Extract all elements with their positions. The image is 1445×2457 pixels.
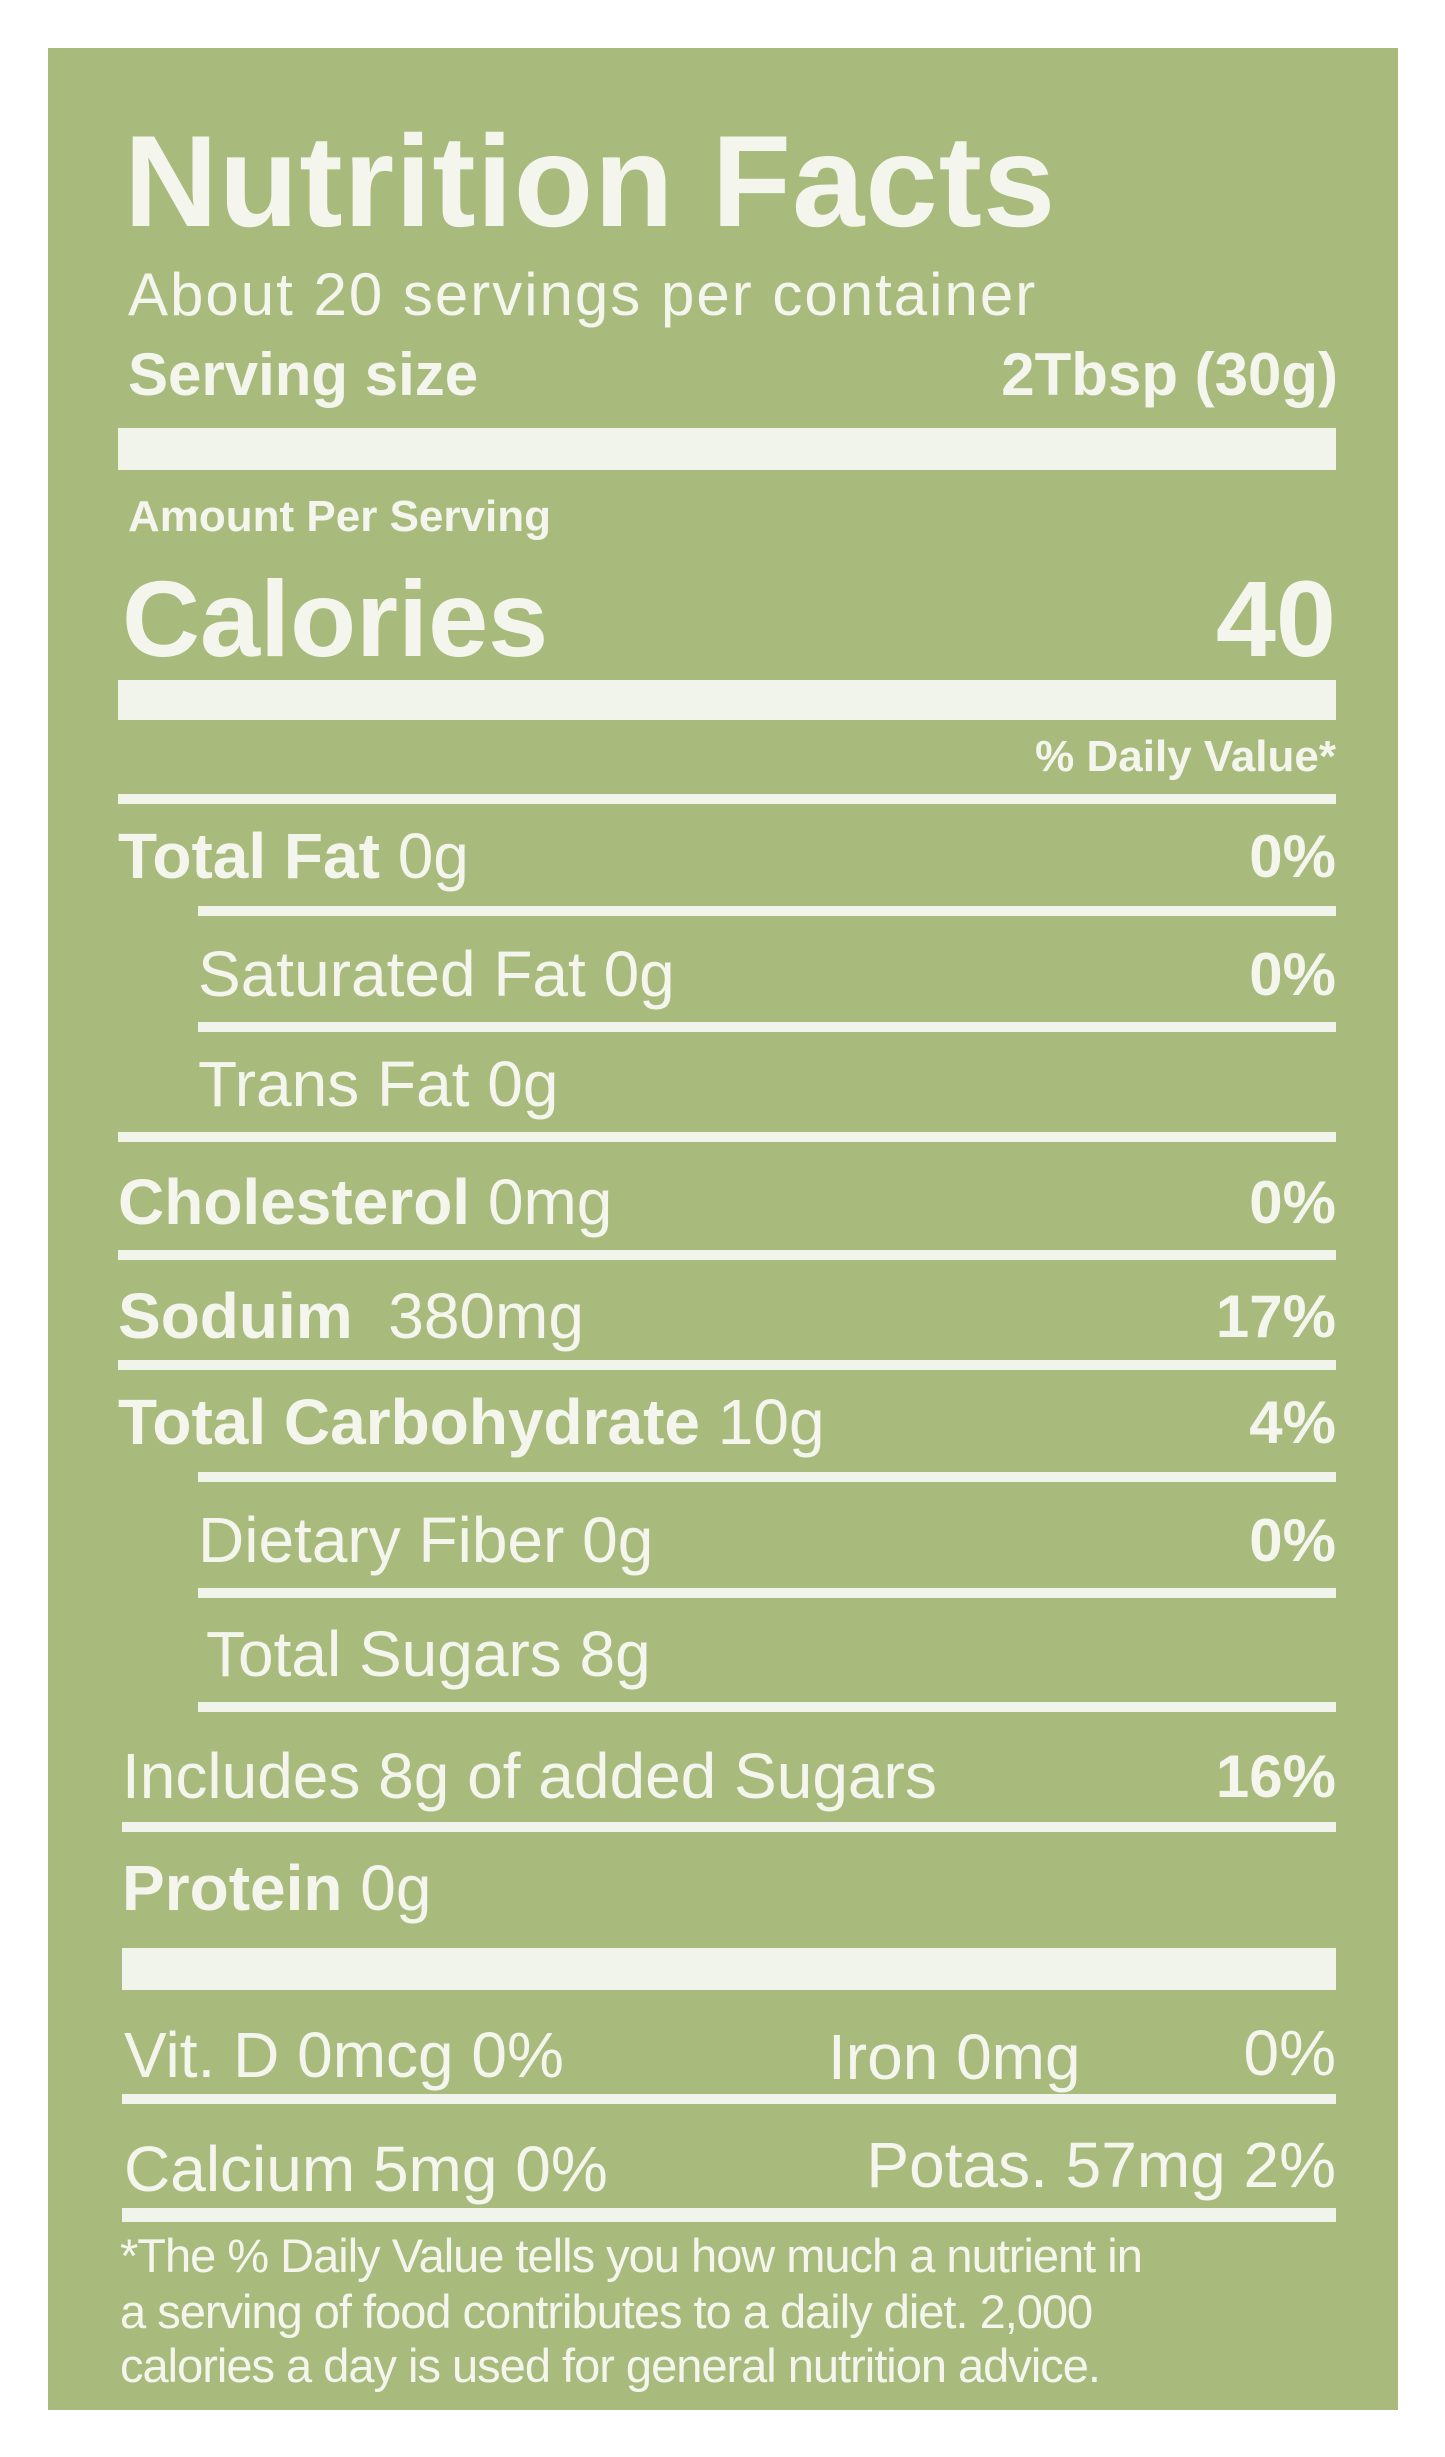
nutrient-amount: 0g xyxy=(397,820,469,892)
amount-per-serving: Amount Per Serving xyxy=(128,492,551,541)
nutrient-dv: 16% xyxy=(1215,1742,1336,1810)
nutrient-amount: 8g xyxy=(579,1618,651,1690)
nutrient-dv: 0% xyxy=(1249,1168,1336,1236)
nutrition-facts-label: Nutrition Facts About 20 servings per co… xyxy=(48,48,1398,2410)
nutrient-name: Soduim xyxy=(118,1280,353,1352)
title: Nutrition Facts xyxy=(124,108,1057,254)
divider xyxy=(122,2208,1336,2222)
thick-divider xyxy=(122,1948,1336,1990)
calories-label: Calories xyxy=(122,558,549,679)
nutrient-row-protein: Protein 0g xyxy=(122,1848,1336,1928)
nutrient-dv: 4% xyxy=(1249,1388,1336,1456)
nutrient-row-total-fat: Total Fat 0g 0% xyxy=(118,816,1336,896)
nutrient-amount: 380mg xyxy=(388,1280,584,1352)
divider xyxy=(198,1472,1336,1482)
nutrient-row-cholesterol: Cholesterol 0mg 0% xyxy=(118,1162,1336,1242)
nutrient-row-saturated-fat: Saturated Fat 0g 0% xyxy=(198,934,1336,1014)
servings-per-container: About 20 servings per container xyxy=(128,261,1038,328)
footnote-line: a serving of food contributes to a daily… xyxy=(120,2285,1093,2338)
divider xyxy=(198,1588,1336,1598)
divider xyxy=(118,1360,1336,1370)
thick-divider xyxy=(118,680,1336,720)
serving-size-value: 2Tbsp (30g) xyxy=(1001,341,1338,408)
nutrient-row-added-sugars: Includes 8g of added Sugars 16% xyxy=(122,1736,1336,1816)
calcium: Calcium 5mg 0% xyxy=(124,2133,608,2205)
nutrient-amount: 0mg xyxy=(487,1166,613,1238)
nutrient-row-sodium: Soduim 380mg 17% xyxy=(118,1276,1336,1356)
nutrient-name: Total Carbohydrate xyxy=(118,1386,700,1458)
nutrient-amount: 10g xyxy=(717,1386,825,1458)
nutrient-name: Trans Fat xyxy=(198,1048,470,1120)
nutrient-amount: 0g xyxy=(582,1504,654,1576)
nutrient-name: Total Sugars xyxy=(206,1618,562,1690)
nutrient-amount: 0g xyxy=(360,1852,432,1924)
divider xyxy=(198,1022,1336,1032)
nutrient-name: Total Fat xyxy=(118,820,380,892)
nutrient-dv: 0% xyxy=(1249,940,1336,1008)
nutrient-row-trans-fat: Trans Fat 0g xyxy=(198,1044,1336,1124)
nutrient-name: Saturated Fat xyxy=(198,938,586,1010)
serving-size-label: Serving size xyxy=(128,341,479,408)
nutrient-amount: 0g xyxy=(603,938,675,1010)
nutrient-row-total-carbohydrate: Total Carbohydrate 10g 4% xyxy=(118,1382,1336,1462)
calories-value: 40 xyxy=(1215,558,1336,679)
vitamin-d: Vit. D 0mcg 0% xyxy=(124,2019,564,2091)
footnote-line: calories a day is used for general nutri… xyxy=(120,2339,1101,2392)
nutrient-row-total-sugars: Total Sugars 8g xyxy=(206,1614,1336,1694)
iron: Iron 0mg xyxy=(828,2021,1081,2093)
thick-divider xyxy=(118,428,1336,470)
divider xyxy=(198,1702,1336,1712)
nutrient-name: Cholesterol xyxy=(118,1166,471,1238)
nutrient-dv: 17% xyxy=(1215,1282,1336,1350)
divider xyxy=(118,794,1336,804)
divider xyxy=(122,1822,1336,1832)
footnote-line: *The % Daily Value tells you how much a … xyxy=(120,2229,1143,2282)
divider xyxy=(118,1132,1336,1142)
daily-value-header: % Daily Value* xyxy=(1035,732,1336,781)
nutrient-amount: 0g xyxy=(487,1048,559,1120)
divider xyxy=(198,906,1336,916)
iron-dv: 0% xyxy=(1243,2017,1337,2089)
nutrient-name: Protein xyxy=(122,1852,343,1924)
nutrient-dv: 0% xyxy=(1249,1506,1336,1574)
divider xyxy=(118,1250,1336,1260)
nutrient-row-dietary-fiber: Dietary Fiber 0g 0% xyxy=(198,1500,1336,1580)
nutrient-dv: 0% xyxy=(1249,822,1336,890)
divider xyxy=(122,2094,1336,2104)
nutrient-name: Includes 8g of added Sugars xyxy=(122,1740,937,1812)
potassium: Potas. 57mg 2% xyxy=(866,2129,1336,2201)
nutrient-name: Dietary Fiber xyxy=(198,1504,565,1576)
